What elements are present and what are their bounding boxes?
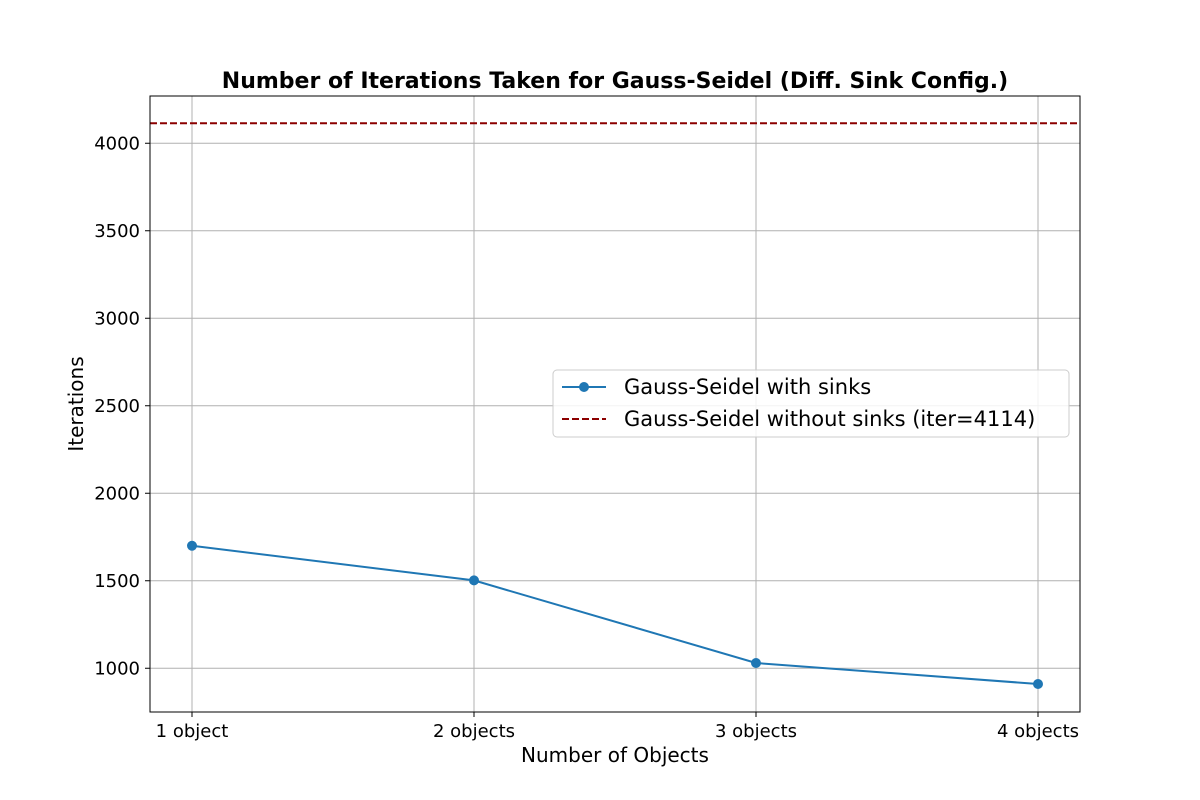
- x-axis-label: Number of Objects: [521, 743, 709, 767]
- legend-box: [552, 369, 1070, 438]
- x-tick-label: 1 object: [156, 721, 229, 742]
- data-point: [469, 575, 479, 586]
- y-tick-label: 2500: [94, 396, 140, 417]
- y-axis-label: Iterations: [64, 356, 88, 451]
- x-tick-label: 3 objects: [715, 721, 797, 742]
- y-tick-label: 2000: [94, 483, 140, 504]
- legend-label-without-sinks: Gauss-Seidel without sinks (iter=4114): [624, 407, 1035, 431]
- data-point: [751, 658, 761, 668]
- y-tick-label: 1000: [94, 658, 140, 679]
- series-layer: [187, 540, 1043, 689]
- y-tick-label: 4000: [94, 133, 140, 154]
- x-tick-label: 4 objects: [997, 721, 1079, 742]
- legend-marker-with-sinks: [579, 382, 589, 392]
- series-line-with-sinks: [191, 544, 1039, 685]
- data-point: [1033, 679, 1043, 689]
- chart-title: Number of Iterations Taken for Gauss-Sei…: [222, 69, 1008, 94]
- data-point: [187, 540, 197, 551]
- y-tick-label: 3000: [94, 308, 140, 329]
- plot-frame: [149, 95, 1081, 713]
- y-tick-label: 1500: [94, 571, 140, 592]
- y-tick-label: 3500: [94, 221, 140, 242]
- x-tick-label: 2 objects: [433, 721, 515, 742]
- y-ticks: 1000 1500 2000 2500 3000 3500 4000: [94, 133, 150, 679]
- x-ticks: 1 object 2 objects 3 objects 4 objects: [156, 712, 1079, 742]
- legend-label-with-sinks: Gauss-Seidel with sinks: [624, 375, 871, 399]
- legend: Gauss-Seidel with sinks Gauss-Seidel wit…: [552, 369, 1070, 438]
